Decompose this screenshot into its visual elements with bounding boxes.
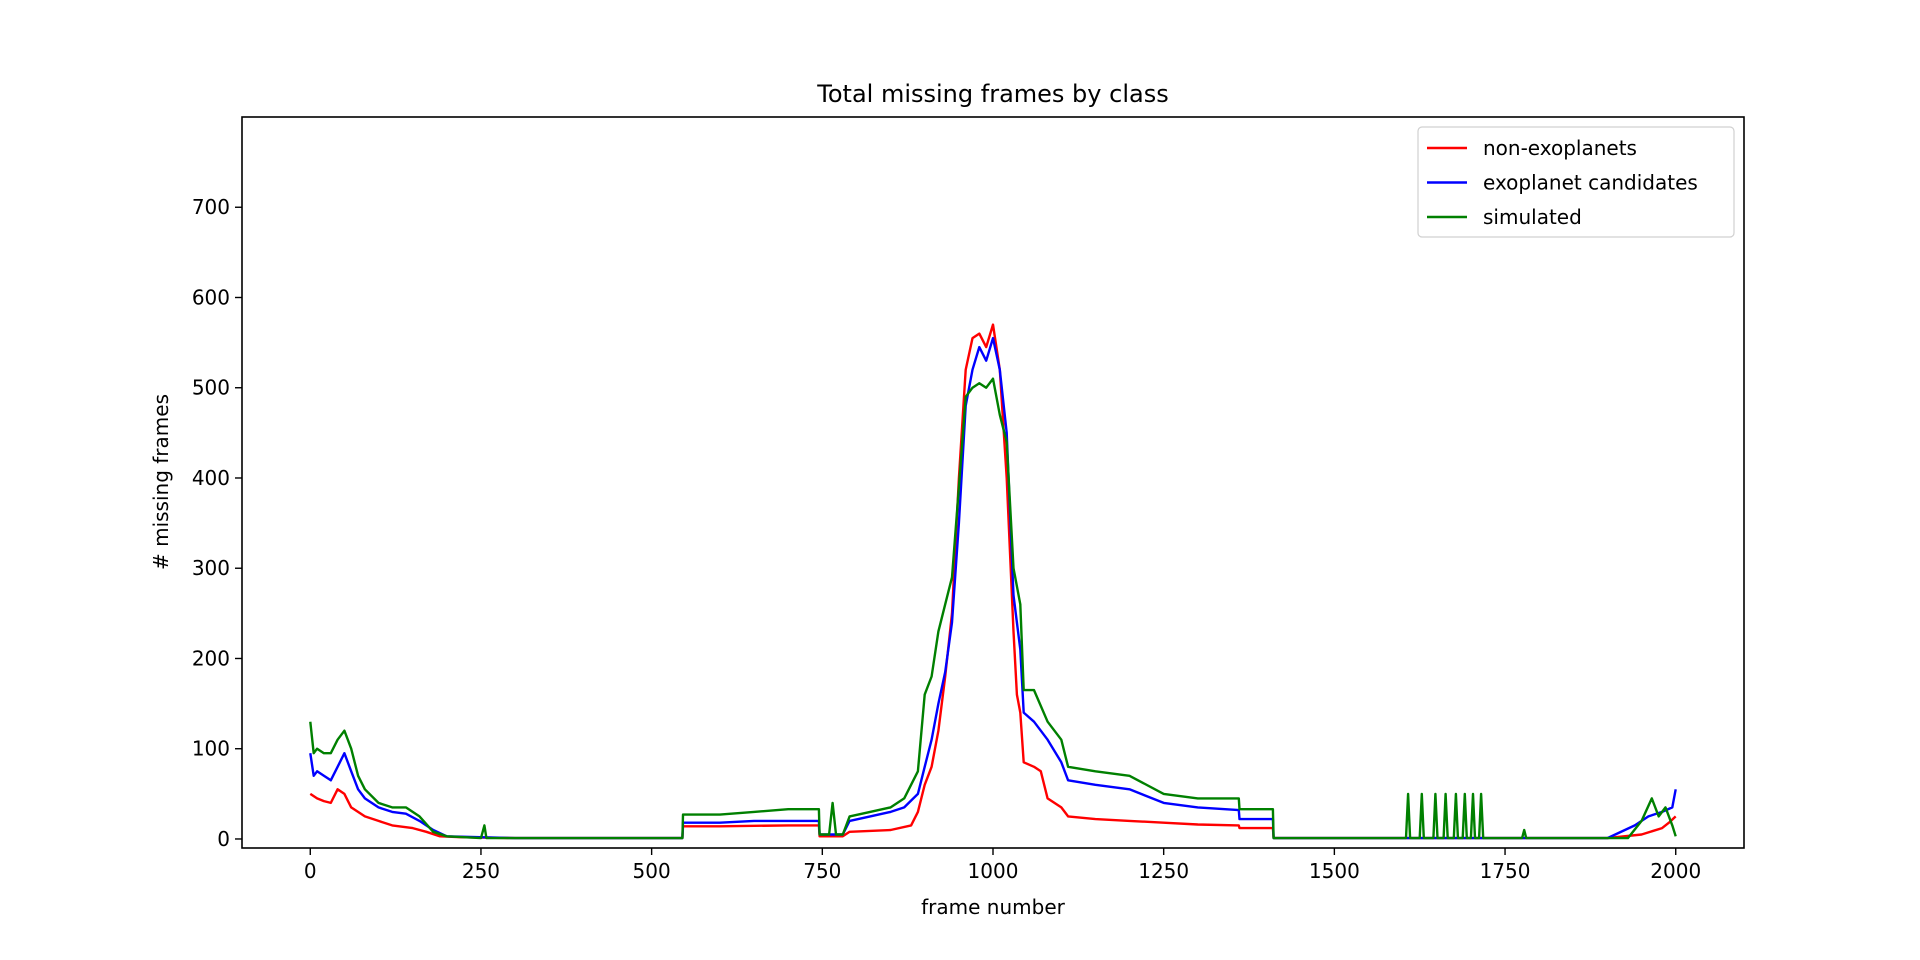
y-tick-label: 200	[192, 646, 230, 670]
series-line-1	[309, 323, 1677, 840]
x-tick-label: 1250	[1138, 859, 1189, 883]
y-tick-label: 0	[217, 827, 230, 851]
y-tick-label: 100	[192, 737, 230, 761]
x-tick-label: 1750	[1480, 859, 1531, 883]
legend-box	[1417, 126, 1735, 238]
x-tick-label: 500	[633, 859, 671, 883]
plot-area	[309, 323, 1677, 840]
y-axis-label: # missing frames	[149, 394, 173, 570]
legend: non-exoplanets exoplanet candidates simula…	[1417, 126, 1735, 238]
x-tick-label: 0	[304, 859, 317, 883]
chart-title: Total missing frames by class	[816, 80, 1168, 108]
legend-label-1: non-exoplanets	[1483, 136, 1637, 160]
x-tick-label: 1500	[1309, 859, 1360, 883]
x-axis-label: frame number	[921, 895, 1065, 919]
y-axis: 0 100 200 300 400 500 600 700	[192, 195, 242, 851]
series-line-3	[309, 377, 1677, 840]
y-tick-label: 500	[192, 376, 230, 400]
legend-label-2: exoplanet candidates	[1483, 171, 1698, 195]
y-tick-label: 600	[192, 285, 230, 309]
x-tick-label: 2000	[1650, 859, 1701, 883]
legend-label-3: simulated	[1483, 205, 1582, 229]
x-tick-label: 750	[803, 859, 841, 883]
y-tick-label: 300	[192, 556, 230, 580]
y-tick-label: 700	[192, 195, 230, 219]
x-tick-label: 250	[462, 859, 500, 883]
y-tick-label: 400	[192, 466, 230, 490]
x-tick-label: 1000	[968, 859, 1019, 883]
series-line-2	[309, 336, 1677, 840]
x-axis: 0 250 500 750 1000 1250 1500 1750 2000	[304, 848, 1701, 883]
